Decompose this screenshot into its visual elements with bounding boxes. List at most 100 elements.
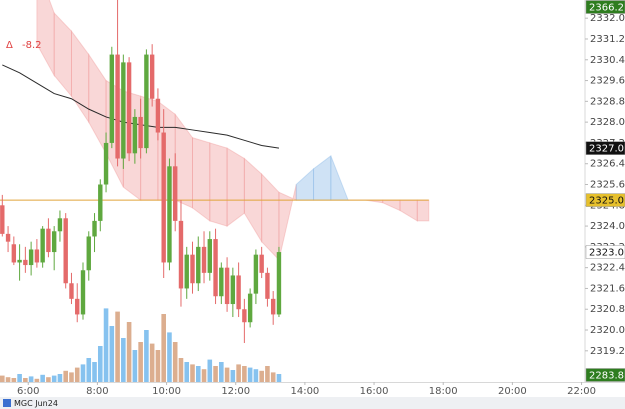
volume-bar: [63, 370, 69, 382]
volume-bar: [17, 374, 22, 382]
volume-bar: [109, 326, 115, 382]
volume-bar: [86, 358, 92, 382]
volume-bar: [57, 374, 63, 382]
x-tick-label: 22:00: [567, 386, 596, 397]
x-tick-label: 10:00: [152, 386, 181, 397]
candle-body: [242, 309, 247, 323]
y-tick-label: 2325.6: [590, 180, 625, 191]
y-tick-label: 2320.8: [590, 304, 625, 315]
candle-body: [46, 228, 51, 253]
volume-bar: [155, 350, 161, 382]
candle-body: [259, 254, 264, 273]
volume-bar: [224, 367, 230, 382]
candle-body: [155, 98, 161, 133]
cloud-segment: [157, 100, 176, 201]
volume-bar: [167, 332, 172, 382]
candle-body: [40, 228, 45, 263]
volume-bar: [132, 350, 138, 382]
volume-bar: [0, 375, 5, 382]
price-label-text: 2327.0: [589, 144, 624, 155]
candle-body: [5, 233, 11, 242]
y-tick-label: 2320.0: [590, 325, 625, 336]
volume-bar: [242, 366, 247, 382]
price-label: 2327.0: [585, 141, 625, 155]
volume-bar: [23, 378, 28, 382]
price-label-box: [585, 0, 625, 14]
candle-body: [63, 218, 68, 284]
x-tick-label: 8:00: [86, 386, 108, 397]
candle-body: [75, 298, 80, 315]
candle-body: [132, 116, 138, 154]
volume-bar: [253, 369, 259, 382]
volume-bar: [138, 342, 143, 382]
volume-bar: [190, 364, 195, 382]
volume-bar: [144, 330, 149, 382]
volume-bar: [259, 370, 264, 382]
plot-area: [0, 0, 430, 382]
y-tick-label: 2328.8: [590, 96, 625, 107]
cloud-segment: [209, 142, 228, 227]
candle-body: [236, 275, 241, 310]
candle-body: [247, 293, 253, 323]
y-tick-label: 2324.0: [590, 221, 625, 232]
price-label: 2366.2: [585, 0, 625, 14]
candle-body: [265, 272, 270, 299]
x-tick-label: 12:00: [221, 386, 250, 397]
price-label-text: 2325.0: [589, 196, 624, 207]
volume-bar: [219, 362, 224, 382]
price-label-box: [585, 245, 625, 259]
volume-bar: [11, 378, 17, 382]
price-label-text: 2283.8: [589, 371, 624, 382]
candle-body: [270, 298, 276, 315]
volume-bar: [126, 322, 132, 382]
candle-body: [86, 236, 91, 271]
candle-body: [103, 142, 109, 185]
candle-body: [80, 270, 86, 315]
volume-bar: [74, 367, 80, 382]
cloud-segment: [226, 147, 245, 228]
candle-body: [190, 254, 195, 284]
candle-body: [201, 246, 207, 273]
candle-body: [121, 62, 126, 159]
candle-body: [98, 184, 103, 221]
volume-bar: [265, 366, 270, 382]
volume-bar: [236, 364, 241, 382]
candle-body: [51, 231, 57, 253]
volume-bar: [40, 374, 45, 382]
volume-bar: [115, 311, 120, 382]
price-label-text: 2366.2: [589, 3, 624, 14]
volume-bar: [97, 346, 103, 382]
volume-bar: [80, 364, 86, 382]
candle-body: [92, 220, 97, 237]
candle-body: [57, 218, 63, 232]
symbol-icon[interactable]: [3, 399, 11, 407]
y-tick-label: 2328.0: [590, 117, 625, 128]
volume-bar: [230, 370, 236, 382]
y-tick-label: 2319.2: [590, 346, 625, 357]
candle-body: [149, 54, 155, 99]
y-tick-label: 2332.0: [590, 13, 625, 24]
x-tick-label: 18:00: [429, 386, 458, 397]
candle-body: [23, 259, 28, 266]
candle-body: [224, 267, 230, 305]
candle-body: [34, 249, 40, 263]
volume-bar: [213, 366, 218, 382]
cloud-segment: [36, 0, 55, 78]
candle-body: [207, 239, 212, 273]
x-tick-label: 14:00: [290, 386, 319, 397]
volume-bar: [51, 375, 57, 382]
x-tick-label: 16:00: [360, 386, 389, 397]
delta-label: Δ: [6, 40, 13, 51]
volume-bar: [92, 362, 97, 382]
candle-body: [196, 246, 201, 284]
volume-bar: [34, 378, 40, 382]
axes: 2332.0 2331.2 2330.4 2329.6 2328.8 2328.0 2327…: [17, 0, 625, 397]
volume-bar: [121, 338, 126, 382]
x-tick-label: 6:00: [17, 386, 39, 397]
symbol-tab[interactable]: MGC Jun24: [14, 399, 58, 408]
volume-bar: [103, 308, 109, 382]
volume-bar: [276, 374, 282, 382]
volume-bar: [195, 366, 201, 382]
volume-bar: [46, 377, 51, 382]
